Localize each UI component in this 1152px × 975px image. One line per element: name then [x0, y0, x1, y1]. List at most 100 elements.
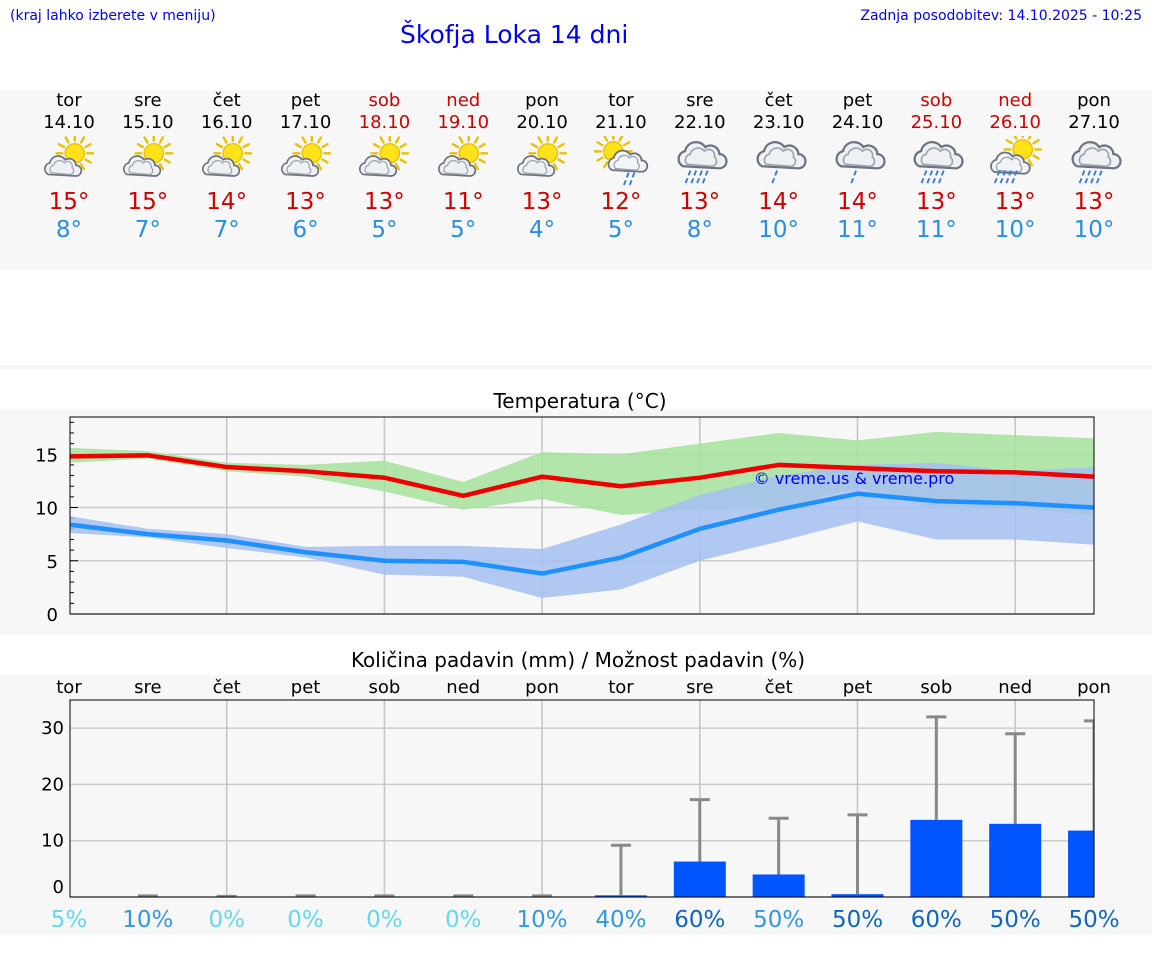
- day-name: tor: [56, 90, 82, 111]
- temp-min: 11°: [915, 217, 957, 243]
- temp-min: 11°: [837, 217, 878, 243]
- divider: [0, 365, 1152, 369]
- x-tick-label: ned: [998, 677, 1032, 698]
- x-tick-label: tor: [608, 677, 634, 698]
- day-date: 18.10: [358, 112, 411, 133]
- min-temp-line: [70, 491, 1094, 576]
- x-tick-label: čet: [765, 677, 793, 698]
- temp-min: 4°: [529, 217, 556, 243]
- temp-max: 14°: [837, 189, 878, 215]
- day-date: 17.10: [279, 112, 332, 133]
- precip-bar: [752, 874, 805, 897]
- temp-min: 10°: [1073, 217, 1115, 243]
- day-name: čet: [212, 90, 241, 111]
- precip-bar: [673, 861, 726, 897]
- temp-max: 14°: [206, 189, 248, 215]
- y-tick-label: 10: [35, 499, 58, 520]
- cloud-rain-icon: [1055, 136, 1133, 186]
- day-date: 27.10: [1068, 112, 1120, 133]
- day-date: 19.10: [437, 112, 490, 133]
- max-temp-line: [70, 453, 1094, 499]
- day-column: sre 22.10 13° 8°: [661, 90, 739, 244]
- partly-cloudy-icon: [188, 136, 266, 186]
- day-column: ned 19.10 11° 5°: [424, 90, 502, 244]
- y-tick-label: 15: [35, 445, 58, 466]
- temp-max: 13°: [994, 189, 1036, 215]
- precip-bar: [594, 895, 647, 897]
- day-name: sre: [686, 90, 714, 111]
- precipitation-title: Količina padavin (mm) / Možnost padavin …: [351, 648, 805, 672]
- day-column: pon 20.10 13° 4°: [503, 90, 581, 244]
- temp-max: 14°: [758, 189, 800, 215]
- precip-probability: 5%: [51, 907, 88, 933]
- day-column: pet 17.10 13° 6°: [267, 90, 345, 244]
- temp-min: 6°: [292, 217, 319, 243]
- day-column: sob 18.10 13° 5°: [345, 90, 423, 244]
- forecast-strip: tor 14.10 15° 8° sre 15.10 15° 7° čet 16.10 14°…: [0, 90, 1152, 270]
- temp-max: 15°: [48, 189, 90, 215]
- temp-min: 5°: [371, 217, 398, 243]
- x-tick-label: sob: [920, 677, 952, 698]
- temp-min: 7°: [134, 217, 161, 243]
- day-column: tor 14.10 15° 8°: [30, 90, 108, 244]
- temp-max: 11°: [442, 189, 484, 215]
- partly-cloudy-icon: [109, 136, 187, 186]
- x-tick-label: pet: [291, 677, 321, 698]
- day-name: pet: [842, 90, 873, 111]
- x-tick-label: sob: [368, 677, 400, 698]
- precip-bar: [1068, 830, 1094, 897]
- partly-cloudy-icon: [30, 136, 108, 186]
- day-date: 16.10: [200, 112, 253, 133]
- menu-hint: (kraj lahko izberete v meniju): [10, 8, 216, 24]
- precip-probability: 0%: [445, 907, 482, 933]
- temp-max: 13°: [915, 189, 957, 215]
- day-name: sre: [134, 90, 162, 111]
- y-tick-label: 10: [41, 831, 64, 852]
- x-tick-label: tor: [56, 677, 82, 698]
- temp-max: 13°: [521, 189, 563, 215]
- max-temp-band: [70, 431, 1094, 515]
- day-column: pon 27.10 13° 10°: [1055, 90, 1133, 244]
- day-date: 22.10: [674, 112, 726, 133]
- temp-min: 8°: [55, 217, 83, 243]
- temp-max: 13°: [285, 189, 326, 215]
- partly-cloudy-icon: [345, 136, 423, 186]
- x-tick-label: ned: [446, 677, 480, 698]
- day-column: čet 23.10 14° 10°: [740, 90, 818, 244]
- temp-min: 10°: [994, 217, 1036, 243]
- day-date: 21.10: [595, 112, 647, 133]
- partly-cloudy-icon: [424, 136, 502, 186]
- y-tick-label: 30: [41, 718, 64, 739]
- last-update: Zadnja posodobitev: 14.10.2025 - 10:25: [860, 8, 1142, 24]
- precip-probability: 50%: [1068, 907, 1119, 933]
- day-column: sre 15.10 15° 7°: [109, 90, 187, 244]
- x-tick-label: pon: [525, 677, 559, 698]
- temp-min: 10°: [758, 217, 800, 243]
- day-name: tor: [608, 90, 634, 111]
- day-name: pet: [290, 90, 321, 111]
- day-name: ned: [998, 90, 1033, 111]
- x-tick-label: čet: [213, 677, 241, 698]
- x-tick-label: pet: [843, 677, 873, 698]
- day-column: pet 24.10 14° 11°: [819, 90, 897, 244]
- plot-frame: [69, 699, 1095, 898]
- precip-probability: 50%: [832, 907, 883, 933]
- day-date: 23.10: [752, 112, 805, 133]
- cloud-rain-light-icon: [819, 136, 897, 186]
- x-tick-label: sre: [686, 677, 713, 698]
- precip-probability: 10%: [517, 907, 568, 933]
- watermark: © vreme.us & vreme.pro: [754, 469, 955, 488]
- precip-probability: 60%: [911, 907, 962, 933]
- x-tick-label: pon: [1077, 677, 1111, 698]
- plot-frame: [69, 416, 1095, 615]
- cloud-rain-icon: [897, 136, 975, 186]
- precip-probability: 0%: [366, 907, 403, 933]
- day-column: ned 26.10 13° 10°: [976, 90, 1054, 244]
- y-tick-label: 20: [41, 774, 64, 795]
- sun-rain-heavy-icon: [976, 136, 1054, 186]
- partly-cloudy-icon: [503, 136, 581, 186]
- temp-max: 13°: [679, 189, 721, 215]
- day-name: pon: [1077, 90, 1111, 111]
- partly-cloudy-icon: [267, 136, 345, 186]
